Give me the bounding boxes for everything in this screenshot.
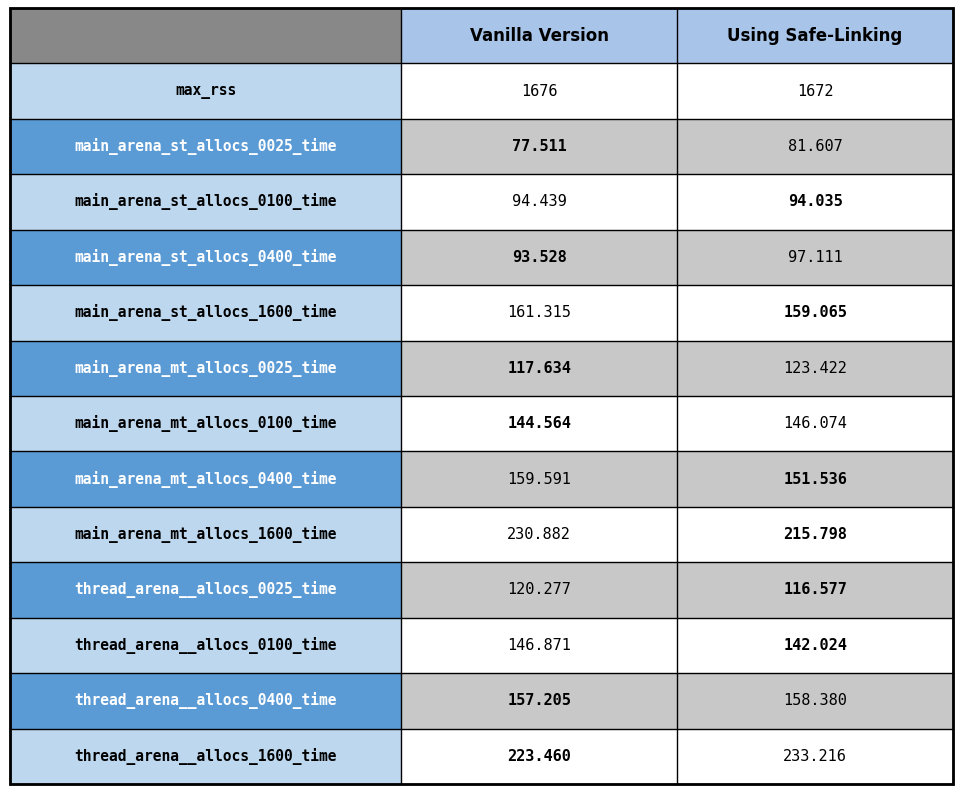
Text: main_arena_mt_allocs_0100_time: main_arena_mt_allocs_0100_time — [74, 415, 337, 432]
Bar — [402, 285, 677, 341]
Bar — [402, 507, 677, 562]
Text: 94.035: 94.035 — [788, 195, 843, 210]
Text: 230.882: 230.882 — [508, 527, 571, 542]
Bar — [402, 729, 677, 784]
Bar — [677, 562, 953, 618]
Bar — [402, 8, 677, 63]
Bar — [10, 729, 402, 784]
Bar — [10, 618, 402, 673]
Text: main_arena_st_allocs_0100_time: main_arena_st_allocs_0100_time — [74, 193, 337, 211]
Text: 120.277: 120.277 — [508, 582, 571, 597]
Bar — [677, 341, 953, 396]
Bar — [677, 285, 953, 341]
Bar — [10, 174, 402, 230]
Bar — [10, 562, 402, 618]
Bar — [10, 451, 402, 507]
Bar — [402, 230, 677, 285]
Text: 117.634: 117.634 — [508, 361, 571, 375]
Bar — [677, 63, 953, 119]
Text: thread_arena__allocs_0400_time: thread_arena__allocs_0400_time — [74, 692, 337, 710]
Text: main_arena_mt_allocs_1600_time: main_arena_mt_allocs_1600_time — [74, 526, 337, 543]
Bar — [402, 63, 677, 119]
Text: 215.798: 215.798 — [783, 527, 847, 542]
Text: 223.460: 223.460 — [508, 748, 571, 763]
Text: main_arena_st_allocs_0025_time: main_arena_st_allocs_0025_time — [74, 138, 337, 155]
Text: 1672: 1672 — [796, 84, 833, 99]
Bar — [677, 396, 953, 451]
Text: 161.315: 161.315 — [508, 306, 571, 320]
Text: 1676: 1676 — [521, 84, 558, 99]
Bar — [10, 230, 402, 285]
Text: 233.216: 233.216 — [783, 748, 847, 763]
Bar — [677, 230, 953, 285]
Text: 159.591: 159.591 — [508, 472, 571, 486]
Text: 144.564: 144.564 — [508, 417, 571, 431]
Text: main_arena_st_allocs_1600_time: main_arena_st_allocs_1600_time — [74, 304, 337, 322]
Text: main_arena_st_allocs_0400_time: main_arena_st_allocs_0400_time — [74, 249, 337, 266]
Bar — [10, 673, 402, 729]
Bar — [10, 396, 402, 451]
Text: max_rss: max_rss — [175, 84, 236, 99]
Text: 81.607: 81.607 — [788, 139, 843, 154]
Bar — [10, 285, 402, 341]
Text: 157.205: 157.205 — [508, 693, 571, 708]
Text: 116.577: 116.577 — [783, 582, 847, 597]
Bar — [10, 63, 402, 119]
Bar — [402, 341, 677, 396]
Bar — [677, 8, 953, 63]
Bar — [677, 119, 953, 174]
Bar — [402, 673, 677, 729]
Bar — [677, 451, 953, 507]
Bar — [677, 729, 953, 784]
Text: thread_arena__allocs_1600_time: thread_arena__allocs_1600_time — [74, 748, 337, 765]
Bar — [10, 507, 402, 562]
Text: 123.422: 123.422 — [783, 361, 847, 375]
Bar — [402, 174, 677, 230]
Text: 94.439: 94.439 — [512, 195, 566, 210]
Bar — [677, 174, 953, 230]
Text: main_arena_mt_allocs_0400_time: main_arena_mt_allocs_0400_time — [74, 470, 337, 488]
Bar — [10, 341, 402, 396]
Text: main_arena_mt_allocs_0025_time: main_arena_mt_allocs_0025_time — [74, 360, 337, 377]
Text: Vanilla Version: Vanilla Version — [470, 27, 609, 44]
Bar — [10, 8, 402, 63]
Bar — [677, 673, 953, 729]
Text: 97.111: 97.111 — [788, 250, 843, 265]
Bar — [677, 507, 953, 562]
Text: 146.074: 146.074 — [783, 417, 847, 431]
Bar — [402, 451, 677, 507]
Bar — [10, 119, 402, 174]
Text: thread_arena__allocs_0025_time: thread_arena__allocs_0025_time — [74, 581, 337, 599]
Text: Using Safe-Linking: Using Safe-Linking — [727, 27, 902, 44]
Bar — [402, 562, 677, 618]
Bar — [402, 618, 677, 673]
Bar — [402, 119, 677, 174]
Bar — [677, 618, 953, 673]
Text: 142.024: 142.024 — [783, 638, 847, 653]
Text: thread_arena__allocs_0100_time: thread_arena__allocs_0100_time — [74, 637, 337, 654]
Text: 151.536: 151.536 — [783, 472, 847, 486]
Text: 159.065: 159.065 — [783, 306, 847, 320]
Text: 77.511: 77.511 — [512, 139, 566, 154]
Text: 146.871: 146.871 — [508, 638, 571, 653]
Bar — [402, 396, 677, 451]
Text: 93.528: 93.528 — [512, 250, 566, 265]
Text: 158.380: 158.380 — [783, 693, 847, 708]
